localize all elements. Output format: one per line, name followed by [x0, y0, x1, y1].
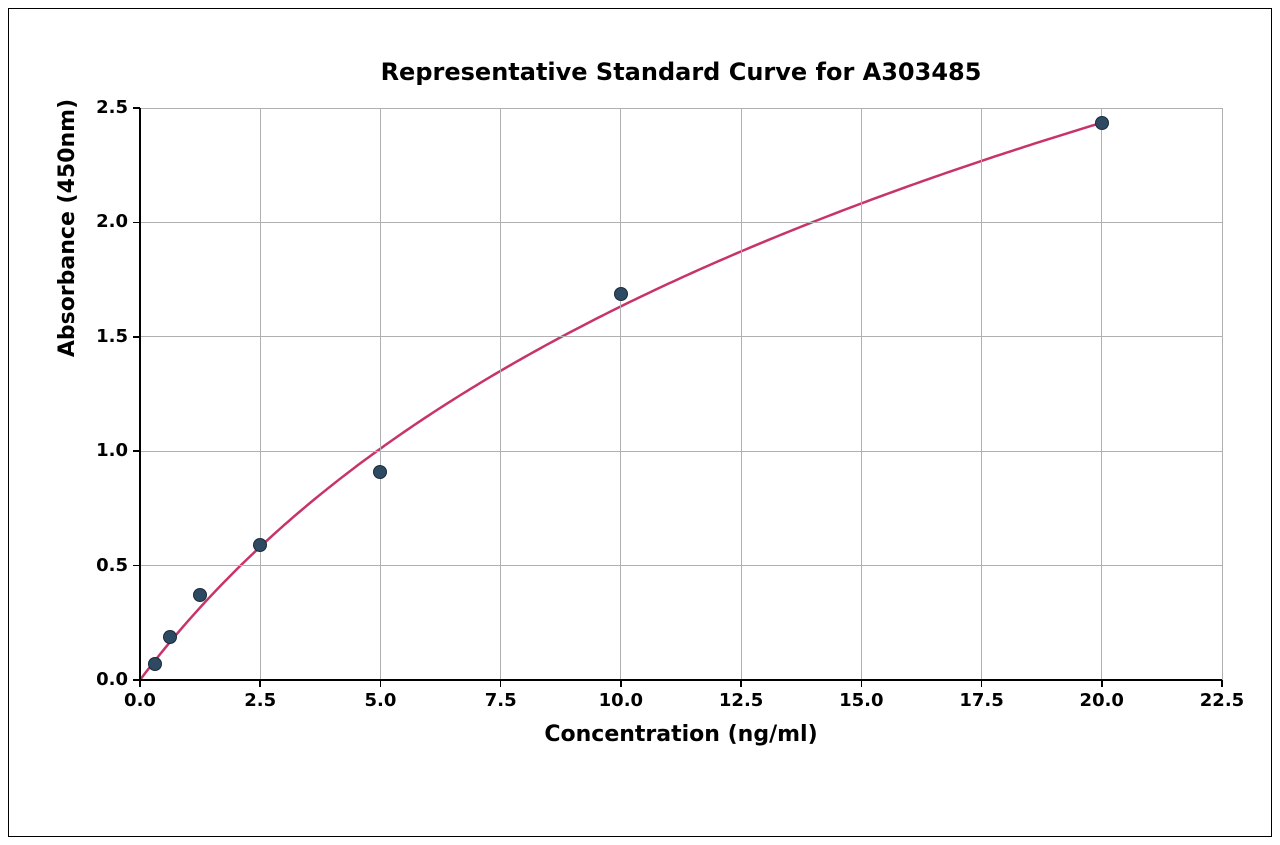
y-axis-spine [139, 108, 141, 680]
x-tick-mark [259, 680, 261, 687]
data-point [163, 630, 177, 644]
y-tick-label: 2.0 [96, 211, 128, 232]
y-tick-mark [133, 450, 140, 452]
chart-container: Representative Standard Curve for A30348… [0, 0, 1280, 845]
y-tick-mark [133, 679, 140, 681]
y-tick-mark [133, 222, 140, 224]
x-tick-mark [139, 680, 141, 687]
x-tick-label: 0.0 [110, 690, 170, 711]
data-point [1095, 116, 1109, 130]
grid-line-horizontal [140, 336, 1222, 337]
data-point [614, 287, 628, 301]
x-tick-label: 20.0 [1072, 690, 1132, 711]
grid-line-horizontal [140, 451, 1222, 452]
x-tick-label: 22.5 [1192, 690, 1252, 711]
x-axis-label: Concentration (ng/ml) [140, 722, 1222, 747]
x-tick-label: 17.5 [952, 690, 1012, 711]
y-tick-mark [133, 107, 140, 109]
x-tick-label: 5.0 [350, 690, 410, 711]
grid-line-vertical [620, 108, 621, 680]
x-tick-mark [740, 680, 742, 687]
y-tick-label: 2.5 [96, 97, 128, 118]
y-tick-label: 0.5 [96, 555, 128, 576]
grid-line-vertical [500, 108, 501, 680]
data-point [193, 588, 207, 602]
x-tick-label: 10.0 [591, 690, 651, 711]
data-point [148, 657, 162, 671]
y-tick-mark [133, 336, 140, 338]
y-tick-mark [133, 565, 140, 567]
y-tick-label: 0.0 [96, 669, 128, 690]
grid-line-horizontal [140, 108, 1222, 109]
x-tick-mark [861, 680, 863, 687]
x-tick-label: 12.5 [711, 690, 771, 711]
x-tick-label: 15.0 [831, 690, 891, 711]
grid-line-vertical [741, 108, 742, 680]
curve-svg [0, 0, 1280, 845]
grid-line-vertical [1101, 108, 1102, 680]
grid-line-vertical [260, 108, 261, 680]
grid-line-vertical [380, 108, 381, 680]
x-tick-label: 7.5 [471, 690, 531, 711]
x-tick-mark [981, 680, 983, 687]
data-point [253, 538, 267, 552]
y-axis-label: Absorbance (450nm) [55, 0, 80, 514]
x-tick-mark [380, 680, 382, 687]
grid-line-horizontal [140, 565, 1222, 566]
x-tick-label: 2.5 [230, 690, 290, 711]
x-tick-mark [620, 680, 622, 687]
y-tick-label: 1.0 [96, 440, 128, 461]
grid-line-vertical [1222, 108, 1223, 680]
grid-line-vertical [861, 108, 862, 680]
x-tick-mark [1101, 680, 1103, 687]
grid-line-vertical [981, 108, 982, 680]
chart-title: Representative Standard Curve for A30348… [140, 58, 1222, 86]
x-tick-mark [500, 680, 502, 687]
y-tick-label: 1.5 [96, 326, 128, 347]
data-point [373, 465, 387, 479]
grid-line-horizontal [140, 222, 1222, 223]
x-axis-spine [140, 679, 1222, 681]
x-tick-mark [1221, 680, 1223, 687]
